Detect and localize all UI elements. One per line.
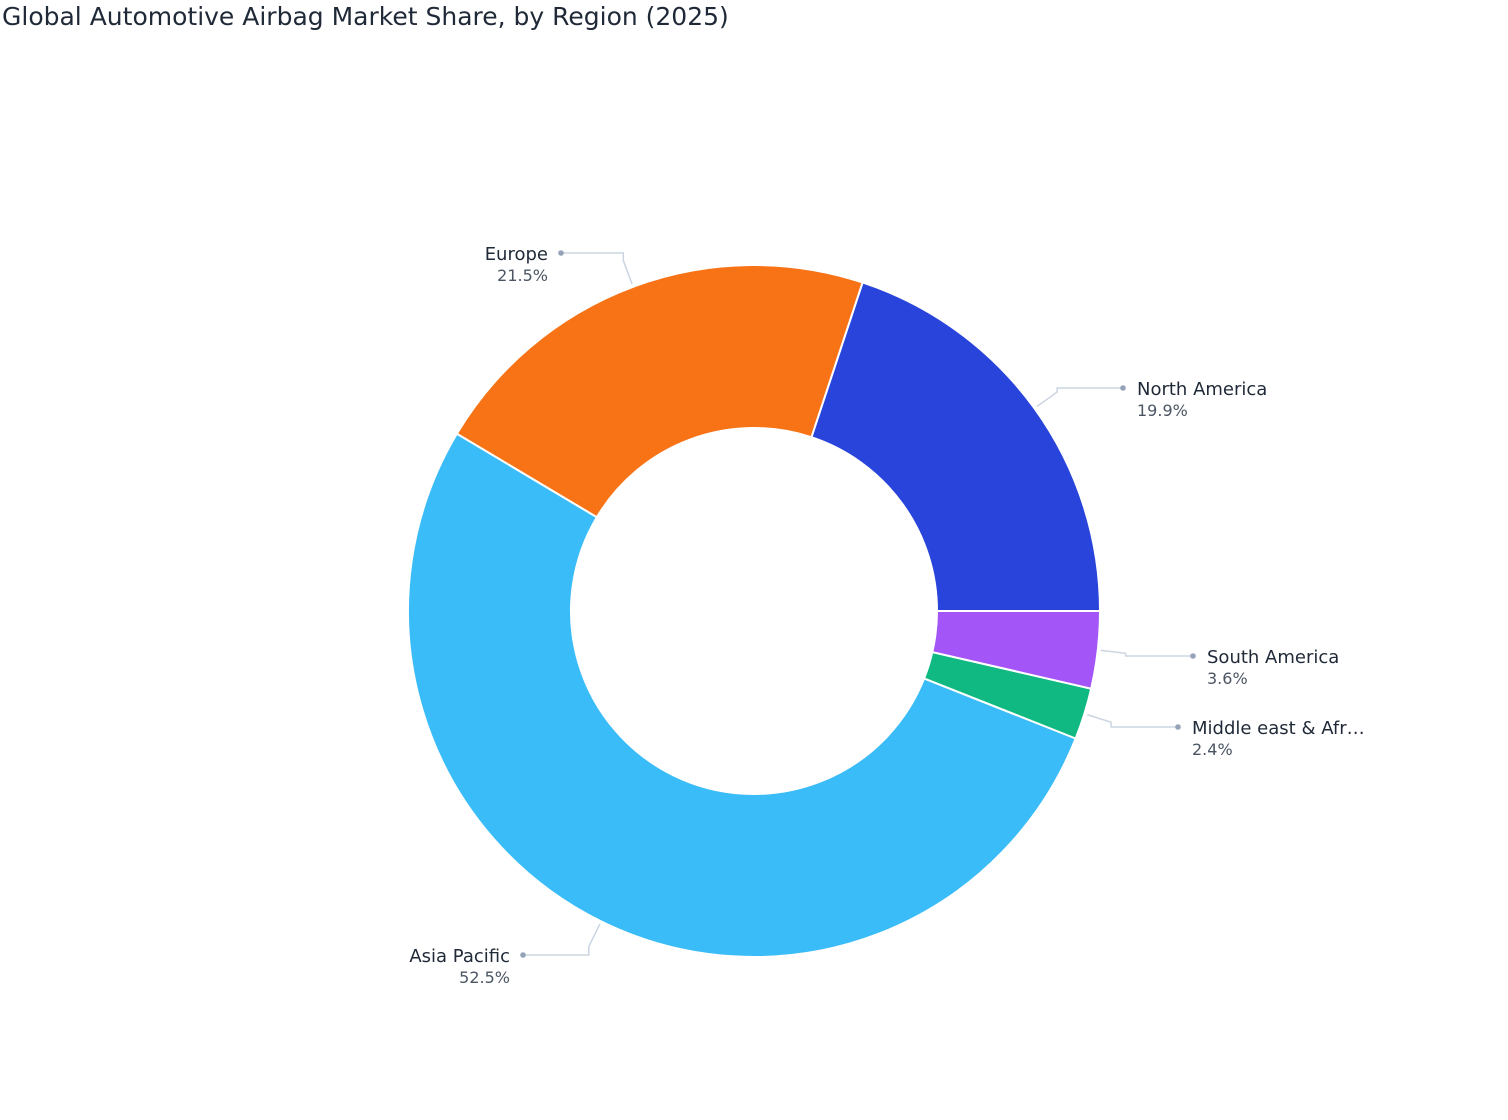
leader-dot-south-america <box>1190 653 1196 659</box>
leader-line-south-america <box>1100 649 1193 657</box>
label-asia-pacific: Asia Pacific <box>409 946 510 967</box>
leader-line-north-america <box>1036 387 1123 408</box>
value-asia-pacific: 52.5% <box>459 968 510 987</box>
donut-slices <box>406 264 1102 958</box>
value-south-america: 3.6% <box>1207 669 1248 688</box>
leader-dot-middle-east-africa <box>1175 724 1181 730</box>
label-south-america: South America <box>1207 647 1339 668</box>
leader-dot-asia-pacific <box>520 952 526 958</box>
leader-dot-europe <box>558 250 564 256</box>
value-europe: 21.5% <box>497 266 548 285</box>
chart-title: Global Automotive Airbag Market Share, b… <box>2 2 729 31</box>
leader-dot-north-america <box>1120 385 1126 391</box>
slice-europe[interactable] <box>455 264 864 519</box>
label-north-america: North America <box>1137 379 1267 400</box>
leader-line-europe <box>561 252 633 285</box>
slice-north-america[interactable] <box>810 281 1102 612</box>
value-north-america: 19.9% <box>1137 401 1188 420</box>
leader-line-middle-east-africa <box>1086 714 1178 728</box>
label-middle-east-africa: Middle east & Afr… <box>1192 718 1365 739</box>
slice-south-america[interactable] <box>931 610 1102 690</box>
slice-asia-pacific[interactable] <box>406 432 1077 958</box>
leader-line-asia-pacific <box>523 923 601 956</box>
label-europe: Europe <box>485 244 548 265</box>
value-middle-east-africa: 2.4% <box>1192 740 1233 759</box>
